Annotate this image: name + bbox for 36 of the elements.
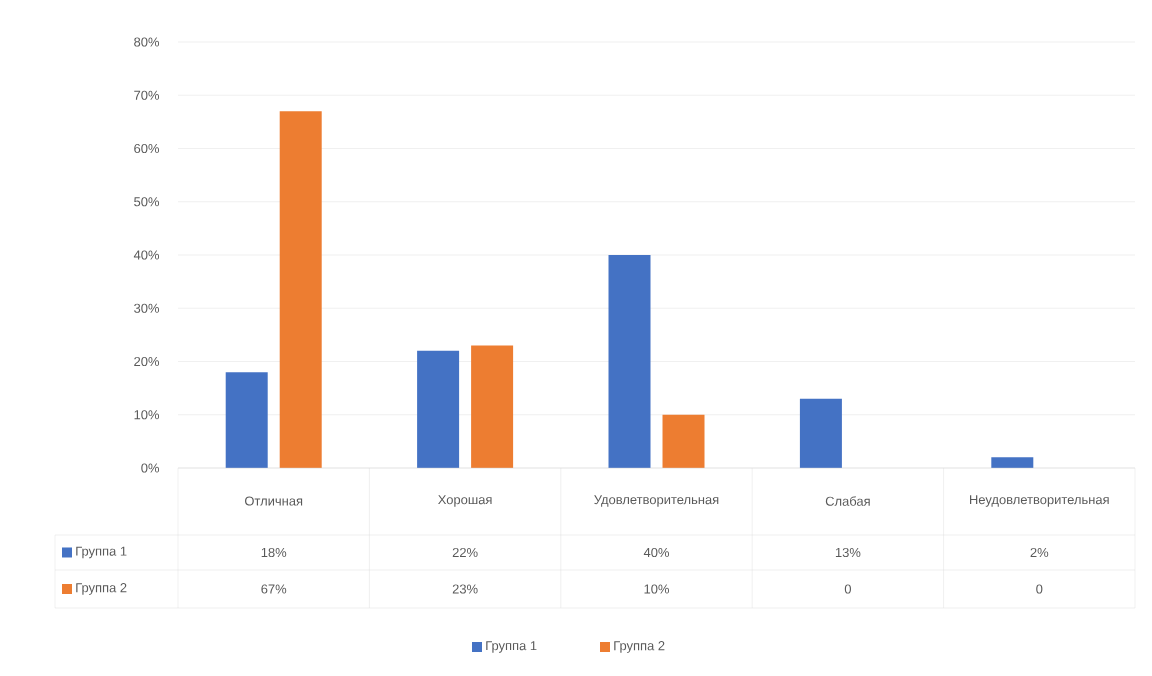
bar — [279, 111, 322, 468]
data-label: 67% — [261, 584, 287, 594]
bar — [991, 457, 1034, 468]
bar — [225, 372, 268, 468]
data-label: 0 — [1036, 584, 1043, 594]
data-label: 13% — [835, 547, 861, 558]
x-tick-label: Отличная — [245, 496, 303, 506]
text: Группа 2 — [76, 583, 127, 595]
data-label: 0 — [844, 584, 851, 594]
y-tick-label: 80% — [134, 37, 160, 47]
data-label: 2% — [1030, 547, 1049, 558]
x-tick-label: Неудовлетворительная — [970, 495, 1109, 507]
y-tick-label: 0% — [141, 463, 160, 473]
bar — [471, 345, 514, 468]
y-tick-label: 60% — [134, 143, 160, 154]
y-tick-label: 30% — [134, 303, 160, 313]
y-tick-label: 40% — [133, 250, 160, 260]
data-label: 10% — [644, 584, 670, 594]
y-tick-label: 50% — [134, 197, 160, 207]
bar — [608, 254, 651, 468]
text: Группа 1 — [486, 641, 537, 653]
x-tick-label: Слабая — [825, 496, 870, 506]
bar — [417, 350, 460, 468]
x-tick-label: Удовлетворительная — [594, 495, 719, 507]
legend-label: Группа 1 — [76, 546, 127, 559]
data-label: 22% — [452, 547, 478, 558]
bar — [799, 398, 842, 468]
x-tick-label: Хорошая — [438, 495, 492, 507]
data-label: 23% — [452, 584, 478, 594]
y-tick-label: 20% — [134, 356, 160, 367]
legend-label: Группа 2 — [614, 641, 665, 653]
y-tick-label: 10% — [134, 410, 160, 420]
bar — [662, 414, 705, 468]
y-tick-label: 70% — [134, 90, 160, 100]
data-label: 40% — [643, 547, 670, 558]
data-label: 18% — [261, 547, 287, 558]
